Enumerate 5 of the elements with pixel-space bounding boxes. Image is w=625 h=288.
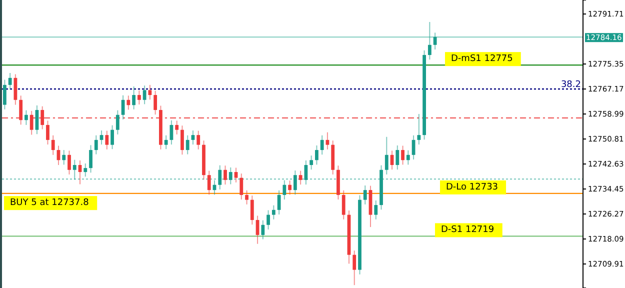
ref-line-label: D-Lo 12733 [446, 182, 498, 192]
annotation: 38.2 [560, 80, 581, 90]
ref-line-label: BUY 5 at 12737.8 [10, 198, 90, 208]
ref-line-label: D-S1 12719 [441, 225, 494, 236]
ref-line-label: D-mS1 12775 [451, 54, 513, 64]
